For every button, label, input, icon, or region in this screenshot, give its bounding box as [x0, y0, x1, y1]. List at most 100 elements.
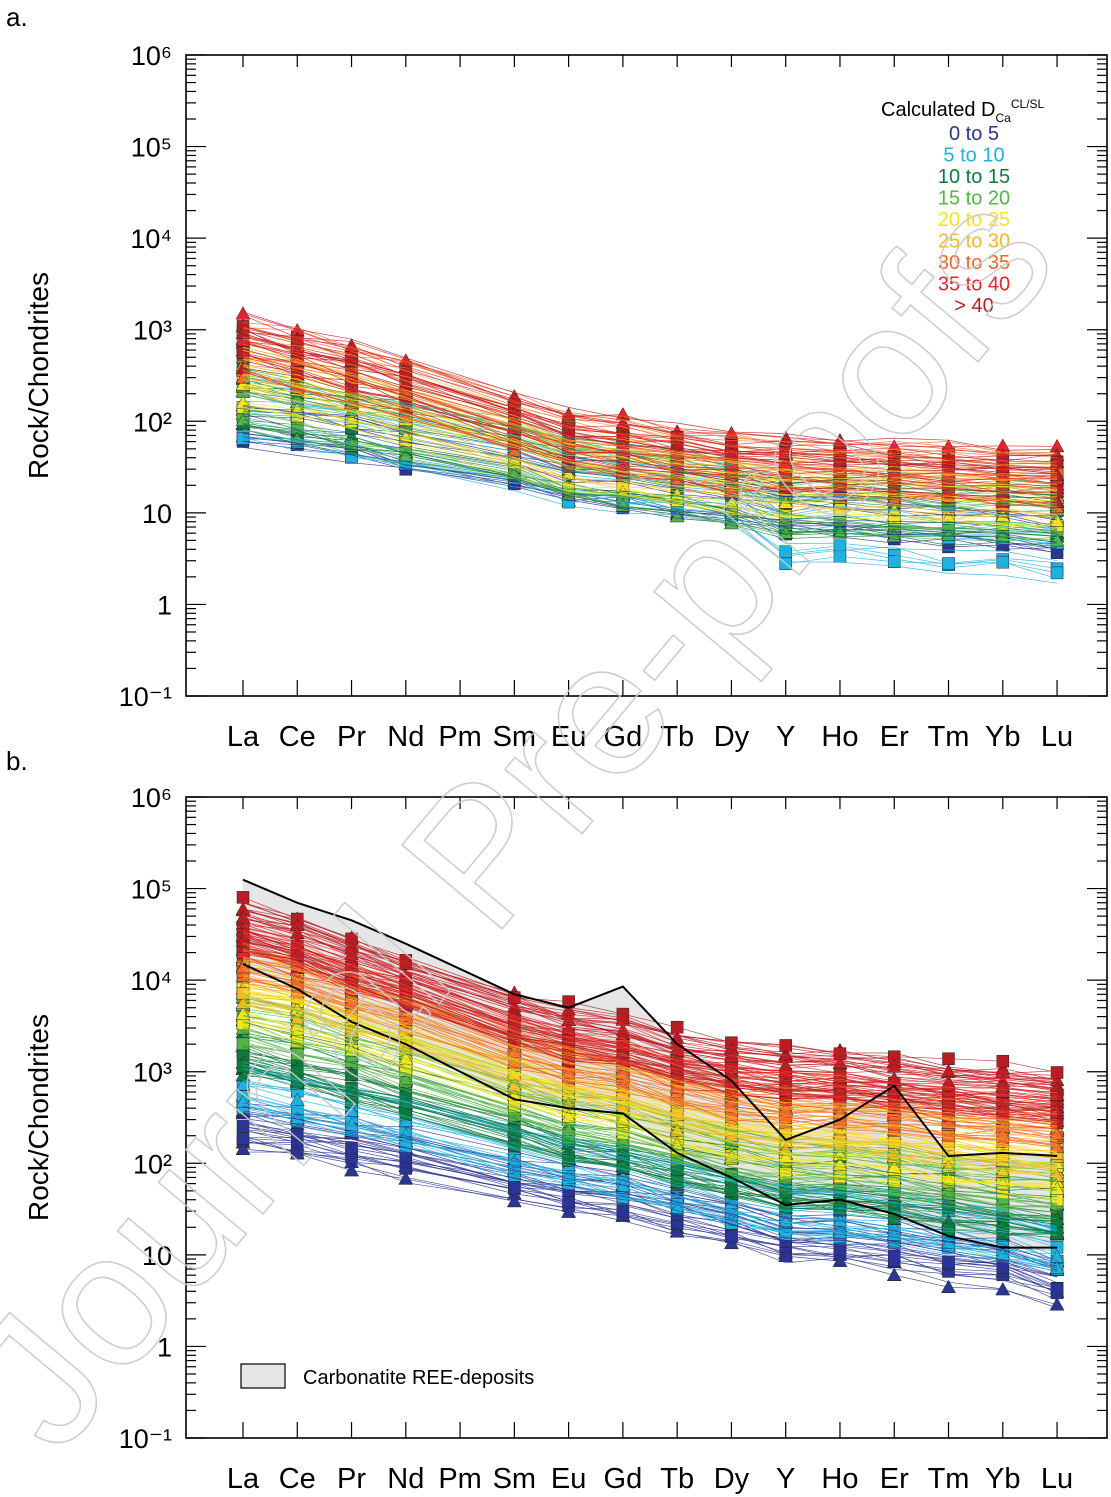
- x-tick-label: Ho: [821, 721, 858, 753]
- y-axis-label: Rock/Chondrites: [23, 272, 54, 479]
- series-line: [242, 1045, 1058, 1220]
- series-line: [242, 1034, 1058, 1200]
- series-line: [242, 386, 1058, 511]
- series-line: [242, 967, 1058, 1135]
- series-line: [242, 1148, 1058, 1306]
- series-line: [242, 429, 1058, 542]
- series-line: [242, 940, 1058, 1111]
- series-line: [242, 935, 1058, 1103]
- series-line: [242, 1142, 1058, 1293]
- envelope-upper-line: [242, 878, 1058, 1158]
- series-line: [242, 346, 1058, 471]
- series-line: [242, 437, 1058, 584]
- series-line: [242, 314, 1058, 456]
- y-tick-label: 10⁻¹: [119, 1424, 172, 1454]
- series-line: [242, 960, 1058, 1129]
- series-line: [242, 936, 1058, 1101]
- series-line: [242, 356, 1058, 499]
- data-point: [235, 1141, 251, 1155]
- y-tick-label: 10⁶: [131, 41, 172, 71]
- series-line: [242, 934, 1058, 1108]
- series-line: [242, 325, 1058, 459]
- series-line: [242, 951, 1058, 1121]
- x-tick-label: Tb: [660, 721, 694, 753]
- series-line: [242, 935, 1058, 1106]
- x-tick-label: Nd: [387, 1463, 424, 1495]
- series-line: [242, 408, 1058, 513]
- series-line: [242, 946, 1058, 1124]
- x-tick-label: La: [227, 1463, 260, 1495]
- series-5: [242, 338, 1058, 521]
- legend-entry: 30 to 35: [938, 252, 1010, 274]
- series-line: [242, 948, 1058, 1126]
- series-line: [242, 425, 1058, 536]
- x-tick-label: Yb: [985, 1463, 1020, 1495]
- y-axis-label: Rock/Chondrites: [23, 1014, 54, 1221]
- series-line: [242, 926, 1058, 1098]
- series-line: [242, 412, 1058, 535]
- series-line: [242, 1020, 1058, 1185]
- series-line: [242, 352, 1058, 493]
- plot-frame: [185, 796, 1108, 1439]
- series-line: [242, 927, 1058, 1093]
- x-tick-label: Ho: [821, 1463, 858, 1495]
- series-0: [242, 1103, 1058, 1309]
- series-line: [242, 916, 1058, 1092]
- series-line: [242, 1022, 1058, 1189]
- series-line: [242, 1123, 1058, 1287]
- data-point: [235, 1067, 251, 1082]
- series-line: [242, 447, 1058, 550]
- x-tick-label: Sm: [493, 721, 537, 753]
- series-line: [242, 984, 1058, 1152]
- series-line: [242, 402, 1058, 522]
- series-line: [242, 1065, 1058, 1233]
- x-tick-label: Lu: [1041, 721, 1073, 753]
- series-line: [242, 386, 1058, 503]
- x-tick-label: Tm: [928, 721, 970, 753]
- series-line: [242, 415, 1058, 528]
- series-line: [242, 955, 1058, 1130]
- legend-entry: 0 to 5: [949, 123, 999, 145]
- legend: Carbonatite REE-deposits: [240, 1363, 534, 1389]
- y-tick-label: 10⁴: [130, 966, 172, 996]
- panel-label: a.: [6, 2, 28, 32]
- y-tick-label: 10⁻¹: [119, 682, 172, 712]
- series-8: [242, 897, 1058, 1124]
- y-tick-label: 10⁶: [131, 783, 172, 813]
- series-line: [242, 947, 1058, 1123]
- y-tick-label: 1: [157, 1332, 172, 1362]
- y-tick-label: 10: [142, 1241, 172, 1271]
- x-tick-label: Gd: [604, 1463, 643, 1495]
- x-tick-label: Er: [880, 1463, 909, 1495]
- x-tick-label: Dy: [714, 721, 750, 753]
- series-line: [242, 372, 1058, 505]
- series-line: [242, 979, 1058, 1151]
- y-tick-label: 10³: [133, 316, 172, 346]
- series-line: [242, 313, 1058, 447]
- series-line: [242, 335, 1058, 473]
- x-tick-label: Eu: [551, 721, 586, 753]
- series-line: [242, 1136, 1058, 1294]
- series-line: [242, 982, 1058, 1143]
- series-line: [242, 949, 1058, 1112]
- series-line: [242, 419, 1058, 541]
- series-2: [242, 1021, 1058, 1239]
- series-line: [242, 411, 1058, 530]
- series-line: [242, 919, 1058, 1090]
- legend-entry: 35 to 40: [938, 274, 1010, 296]
- series-line: [242, 1000, 1058, 1171]
- series-line: [242, 909, 1058, 1084]
- series-line: [242, 1066, 1058, 1234]
- x-tick-label: Tm: [928, 1463, 970, 1495]
- series-line: [242, 1096, 1058, 1262]
- series-line: [242, 1129, 1058, 1283]
- series-line: [242, 340, 1058, 466]
- series-line: [242, 339, 1058, 480]
- series-line: [242, 385, 1058, 518]
- y-tick-label: 10⁵: [131, 133, 172, 163]
- x-tick-label: Gd: [604, 721, 643, 753]
- series-line: [242, 429, 1058, 547]
- y-tick-label: 10²: [133, 407, 172, 437]
- series-line: [242, 327, 1058, 457]
- x-tick-label: Sm: [493, 1463, 537, 1495]
